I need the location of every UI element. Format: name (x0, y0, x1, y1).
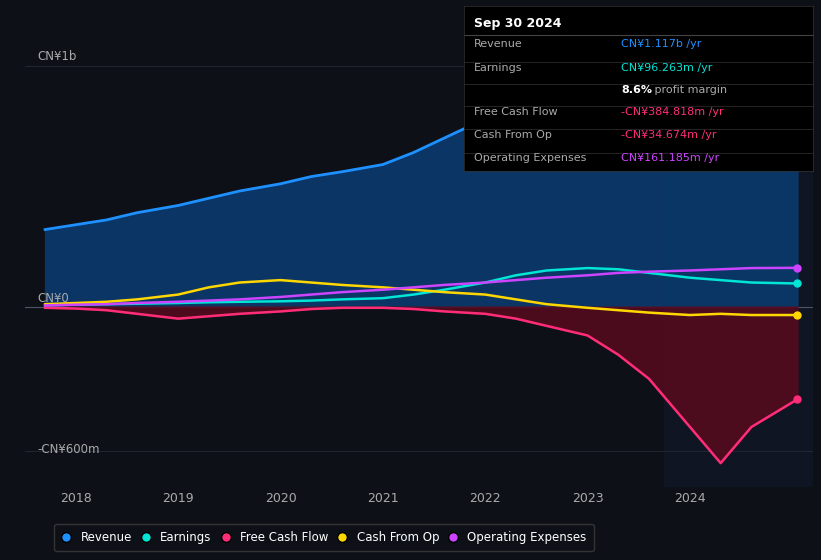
Legend: Revenue, Earnings, Free Cash Flow, Cash From Op, Operating Expenses: Revenue, Earnings, Free Cash Flow, Cash … (54, 524, 594, 551)
Text: Earnings: Earnings (475, 63, 523, 73)
Text: Cash From Op: Cash From Op (475, 130, 553, 141)
Text: 8.6%: 8.6% (621, 85, 652, 95)
Text: CN¥1b: CN¥1b (37, 50, 76, 63)
Text: Free Cash Flow: Free Cash Flow (475, 107, 558, 117)
Text: Revenue: Revenue (475, 39, 523, 49)
Text: Sep 30 2024: Sep 30 2024 (475, 17, 562, 30)
Text: profit margin: profit margin (650, 85, 727, 95)
Bar (664, 6, 813, 487)
Text: CN¥1.117b /yr: CN¥1.117b /yr (621, 39, 701, 49)
Text: Operating Expenses: Operating Expenses (475, 153, 587, 164)
Text: -CN¥600m: -CN¥600m (37, 443, 99, 456)
Text: CN¥96.263m /yr: CN¥96.263m /yr (621, 63, 713, 73)
Text: CN¥161.185m /yr: CN¥161.185m /yr (621, 153, 719, 164)
Text: -CN¥384.818m /yr: -CN¥384.818m /yr (621, 107, 723, 117)
Text: -CN¥34.674m /yr: -CN¥34.674m /yr (621, 130, 717, 141)
Text: CN¥0: CN¥0 (37, 292, 69, 305)
